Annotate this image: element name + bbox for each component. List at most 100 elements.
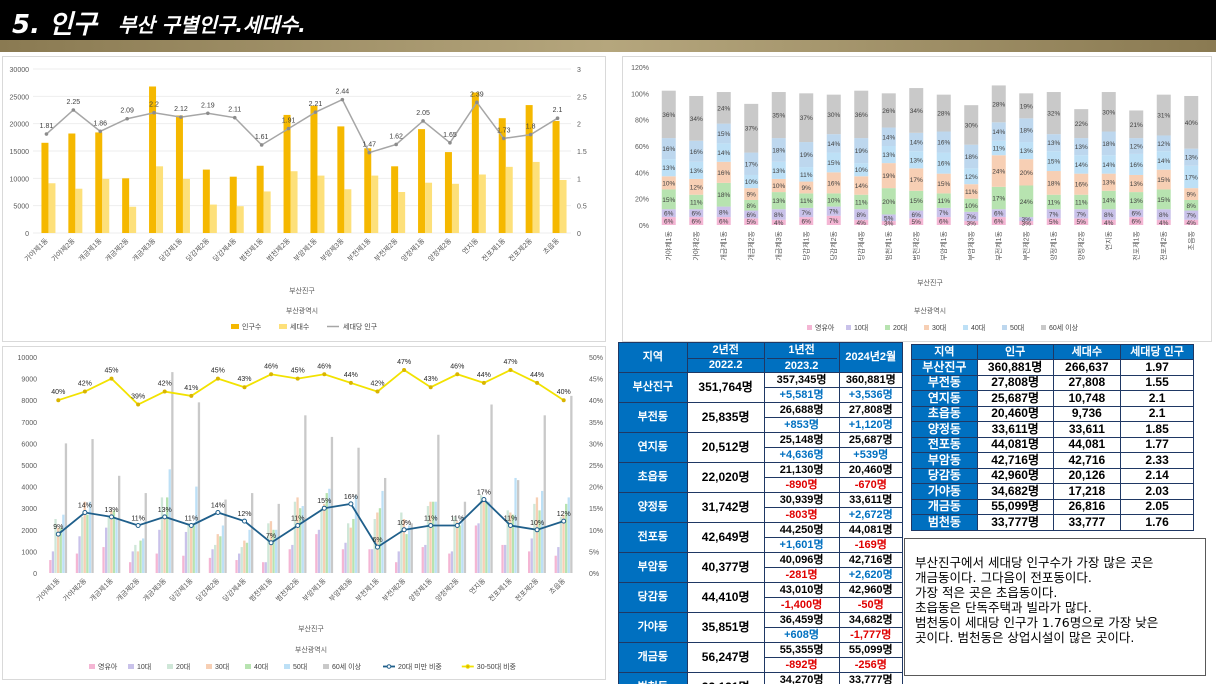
change-1y: +5,581명: [763, 387, 840, 403]
under20-data-label: 16%: [344, 494, 358, 501]
change-current: +1,120명: [838, 417, 904, 433]
stack-segment: [909, 218, 924, 225]
x-tick-label: 당감제2동: [194, 576, 222, 604]
stack-segment: [1129, 174, 1144, 193]
segment-label: 16%: [717, 170, 730, 177]
stack-segment: [909, 168, 924, 191]
region-cell: 전포동: [618, 522, 688, 553]
y-tick-label: 9000: [21, 377, 37, 384]
segment-label: 15%: [717, 131, 730, 138]
bar-age-group: [482, 499, 485, 573]
legend-label: 30-50대 비중: [477, 662, 517, 671]
stack-segment: [716, 123, 731, 144]
table-row: 부산진구 360,881명 266,637 1.97: [911, 359, 1194, 376]
bar-age-group: [112, 510, 116, 573]
y-tick-label: 5000: [13, 204, 29, 211]
segment-label: 15%: [937, 181, 950, 188]
segment-label: 14%: [717, 150, 730, 157]
stack-segment: [661, 138, 676, 160]
ratio-data-label: 1.73: [497, 127, 511, 134]
legend-swatch: [231, 324, 239, 329]
stack-segment: [1019, 159, 1034, 186]
under20-point: [534, 527, 540, 533]
legend-label: 50대: [1010, 324, 1024, 332]
segment-label: 8%: [719, 209, 729, 216]
y2-tick-label: 0.5: [577, 204, 587, 211]
stack-segment: [854, 176, 869, 195]
legend-label: 20대 미만 비중: [398, 662, 442, 671]
bar-households: [425, 182, 433, 233]
ratio-data-label: 1.91: [282, 118, 296, 125]
stack-segment: [661, 90, 676, 139]
x-tick-label: 가야제1동: [23, 236, 51, 264]
stack-segment: [991, 140, 1006, 156]
ratio-data-label: 2.12: [174, 106, 188, 113]
bar-age-group: [376, 512, 379, 573]
bar-age-group: [381, 490, 384, 573]
per-household-cell: 1.77: [1120, 436, 1194, 453]
column-header: 지역: [911, 344, 978, 360]
bar-age-group: [557, 547, 560, 573]
bar-age-group: [272, 529, 275, 573]
under20-point: [242, 518, 247, 524]
legend-label: 인구수: [242, 322, 262, 331]
segment-label: 14%: [855, 183, 868, 190]
x-tick-label: 양정제2동: [426, 236, 454, 264]
stack-segment: [1019, 185, 1034, 218]
x-tick-label: 가야제1동: [34, 576, 62, 604]
bar-population: [498, 118, 506, 233]
under20-point: [375, 544, 380, 550]
mid-point: [402, 367, 407, 372]
bar-households: [236, 206, 244, 233]
stack-segment: [1156, 209, 1171, 220]
ratio-data-label: 1.65: [443, 132, 457, 139]
mid-point: [375, 389, 380, 394]
bar-age-group: [397, 551, 400, 573]
bar-age-group: [131, 551, 134, 573]
stack-segment: [826, 206, 841, 216]
stack-segment: [744, 103, 759, 153]
segment-label: 6%: [912, 212, 922, 219]
bar-age-group: [565, 503, 568, 573]
y2-tick-label: 1.5: [577, 149, 587, 156]
segment-label: 17%: [992, 196, 1005, 203]
legend-label: 20대: [176, 663, 190, 671]
stack-segment: [909, 88, 924, 133]
bar-households: [371, 175, 379, 233]
value-current: 25,687명: [838, 432, 904, 448]
segment-label: 6%: [994, 219, 1004, 226]
value-1y-ago: 55,355명: [763, 642, 840, 658]
stack-segment: [936, 173, 951, 194]
chart-age-distribution: 0% 20% 40% 60% 80% 100% 120% 6% 6% 15% 10% 13% 16% 36…: [622, 56, 1212, 342]
segment-label: 11%: [937, 198, 950, 205]
segment-label: 16%: [1130, 162, 1143, 169]
stack-segment: [1101, 190, 1116, 210]
table-row: 양정동 31,742명 30,939명 33,611명: [618, 492, 904, 523]
segment-label: 8%: [1104, 212, 1114, 219]
value-current: 55,099명: [838, 642, 904, 658]
per-household-cell: 1.76: [1120, 514, 1194, 531]
stack-segment: [1019, 142, 1034, 160]
bar-age-group: [354, 495, 358, 573]
x-tick-label: 양정제2동: [1076, 230, 1085, 260]
bar-age-group: [267, 523, 270, 573]
value-current: 20,460명: [838, 462, 904, 478]
note-line: 가장 적은 곳은 초읍동이다.: [915, 585, 1058, 600]
stack-segment: [1019, 118, 1034, 143]
under20-data-label: 13%: [158, 507, 172, 514]
under20-data-label: 11%: [185, 515, 199, 522]
change-1y: -892명: [763, 657, 840, 673]
mid-point: [56, 398, 61, 403]
bar-age-group: [211, 549, 214, 573]
segment-label: 28%: [937, 111, 950, 118]
stack-segment: [1184, 199, 1199, 211]
mid-point: [109, 376, 114, 381]
stack-segment: [744, 218, 759, 225]
x-tick-label: 부암제3동: [328, 576, 355, 603]
legend-swatch: [206, 664, 212, 669]
y2-tick-label: 30%: [589, 441, 603, 448]
stack-segment: [1074, 109, 1089, 139]
mid-data-label: 46%: [264, 363, 278, 370]
stack-segment: [1019, 217, 1034, 222]
table-row: 부암동 42,716명 42,716 2.33: [911, 452, 1194, 469]
